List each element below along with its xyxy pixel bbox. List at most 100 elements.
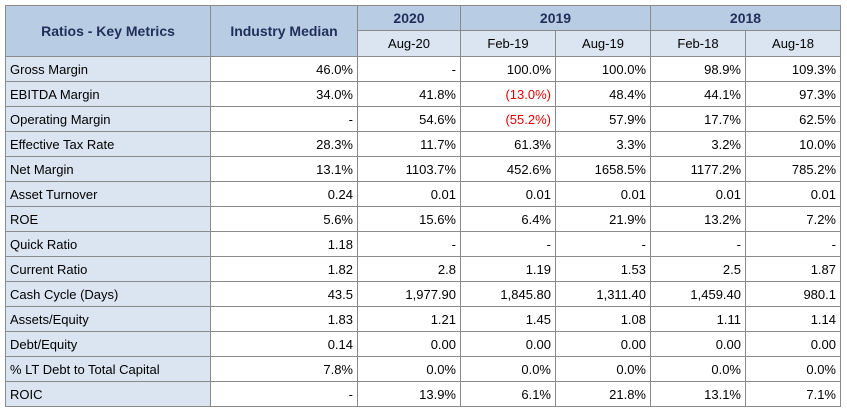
cell-value: 1.11 (650, 306, 746, 332)
cell-value: 3.3% (555, 131, 651, 157)
cell-value: - (745, 231, 841, 257)
cell-value: 2.8 (357, 256, 461, 282)
cell-value: 0.00 (460, 331, 556, 357)
cell-value: 1177.2% (650, 156, 746, 182)
cell-value: 980.1 (745, 281, 841, 307)
header-title: Ratios - Key Metrics (5, 5, 211, 57)
data-row: EBITDA Margin 34.0% 41.8% (13.0%) 48.4% 44.1%… (5, 81, 841, 107)
row-label: Quick Ratio (5, 231, 211, 257)
cell-value: 98.9% (650, 56, 746, 82)
cell-value: 0.14 (210, 331, 358, 357)
cell-value: 3.2% (650, 131, 746, 157)
cell-value: 0.01 (357, 181, 461, 207)
year-header: 2019 (460, 5, 651, 31)
cell-value: 1.14 (745, 306, 841, 332)
row-label: ROE (5, 206, 211, 232)
cell-value: (55.2%) (460, 106, 556, 132)
cell-value: 0.0% (745, 356, 841, 382)
cell-value: 21.9% (555, 206, 651, 232)
data-row: ROIC -13.9% 6.1% 21.8% 13.1% 7.1% (5, 381, 841, 407)
data-row: Assets/Equity 1.83 1.21 1.45 1.08 1.11 1.14 (5, 306, 841, 332)
period-header: Aug-20 (357, 30, 461, 57)
cell-value: 13.2% (650, 206, 746, 232)
cell-value: 41.8% (357, 81, 461, 107)
cell-value: 13.1% (650, 381, 746, 407)
row-label: Asset Turnover (5, 181, 211, 207)
cell-value: 0.0% (650, 356, 746, 382)
cell-value: 1,311.40 (555, 281, 651, 307)
cell-value: 21.8% (555, 381, 651, 407)
cell-value: 1,459.40 (650, 281, 746, 307)
cell-value: 48.4% (555, 81, 651, 107)
cell-value: 109.3% (745, 56, 841, 82)
cell-value: 1.45 (460, 306, 556, 332)
row-label: ROIC (5, 381, 211, 407)
cell-value: 1.21 (357, 306, 461, 332)
cell-value: - (210, 106, 358, 132)
data-row: Gross Margin 46.0% -100.0% 100.0% 98.9% 109.3… (5, 56, 841, 82)
table-container: Ratios - Key Metrics Industry Median 2020 2… (5, 5, 841, 407)
cell-value: 100.0% (555, 56, 651, 82)
data-row: ROE 5.6% 15.6% 6.4% 21.9% 13.2% 7.2% (5, 206, 841, 232)
row-label: Net Margin (5, 156, 211, 182)
cell-value: - (555, 231, 651, 257)
cell-value: - (357, 56, 461, 82)
cell-value: 28.3% (210, 131, 358, 157)
cell-value: 1.08 (555, 306, 651, 332)
cell-value: 0.01 (650, 181, 746, 207)
cell-value: 54.6% (357, 106, 461, 132)
cell-value: 1.18 (210, 231, 358, 257)
data-row: Operating Margin -54.6% (55.2%) 57.9% 17.7% 6… (5, 106, 841, 132)
cell-value: 0.01 (555, 181, 651, 207)
cell-value: 97.3% (745, 81, 841, 107)
cell-value: 44.1% (650, 81, 746, 107)
data-row: Effective Tax Rate 28.3% 11.7% 61.3% 3.3% 3.2… (5, 131, 841, 157)
cell-value: 2.5 (650, 256, 746, 282)
data-row: Asset Turnover 0.24 0.01 0.01 0.01 0.01 0.01 (5, 181, 841, 207)
cell-value: 13.1% (210, 156, 358, 182)
period-header: Aug-18 (745, 30, 841, 57)
cell-value: 61.3% (460, 131, 556, 157)
cell-value: 11.7% (357, 131, 461, 157)
row-label: Debt/Equity (5, 331, 211, 357)
cell-value: 0.0% (460, 356, 556, 382)
cell-value: 0.01 (460, 181, 556, 207)
cell-value: 1.87 (745, 256, 841, 282)
cell-value: 1658.5% (555, 156, 651, 182)
cell-value: 62.5% (745, 106, 841, 132)
data-row: Net Margin 13.1% 1103.7% 452.6% 1658.5% 1177.… (5, 156, 841, 182)
data-row: Current Ratio 1.82 2.8 1.19 1.53 2.5 1.87 (5, 256, 841, 282)
cell-value: - (357, 231, 461, 257)
cell-value: 6.4% (460, 206, 556, 232)
cell-value: 1.82 (210, 256, 358, 282)
header-median: Industry Median (210, 5, 358, 57)
cell-value: 0.00 (745, 331, 841, 357)
cell-value: 6.1% (460, 381, 556, 407)
cell-value: 1.19 (460, 256, 556, 282)
cell-value: 17.7% (650, 106, 746, 132)
cell-value: 1.53 (555, 256, 651, 282)
cell-value: 7.8% (210, 356, 358, 382)
data-row: Debt/Equity 0.14 0.00 0.00 0.00 0.00 0.00 (5, 331, 841, 357)
row-label: Effective Tax Rate (5, 131, 211, 157)
cell-value: 0.00 (555, 331, 651, 357)
cell-value: 100.0% (460, 56, 556, 82)
row-label: % LT Debt to Total Capital (5, 356, 211, 382)
cell-value: 5.6% (210, 206, 358, 232)
cell-value: 0.24 (210, 181, 358, 207)
cell-value: 13.9% (357, 381, 461, 407)
header-row: Ratios - Key Metrics Industry Median 2020 2… (5, 5, 841, 57)
subheader-row: Aug-20 Feb-19 Aug-19 Feb-18 Aug-18 (6, 30, 841, 57)
metrics-table: Ratios - Key Metrics Industry Median 2020 2… (5, 5, 841, 407)
cell-value: 1.83 (210, 306, 358, 332)
cell-value: 57.9% (555, 106, 651, 132)
cell-value: 1103.7% (357, 156, 461, 182)
row-label: Gross Margin (5, 56, 211, 82)
row-label: EBITDA Margin (5, 81, 211, 107)
cell-value: 1,977.90 (357, 281, 461, 307)
cell-value: 15.6% (357, 206, 461, 232)
cell-value: 0.0% (555, 356, 651, 382)
data-row: % LT Debt to Total Capital 7.8% 0.0% 0.0% 0.… (5, 356, 841, 382)
cell-value: - (210, 381, 358, 407)
period-header: Aug-19 (555, 30, 651, 57)
